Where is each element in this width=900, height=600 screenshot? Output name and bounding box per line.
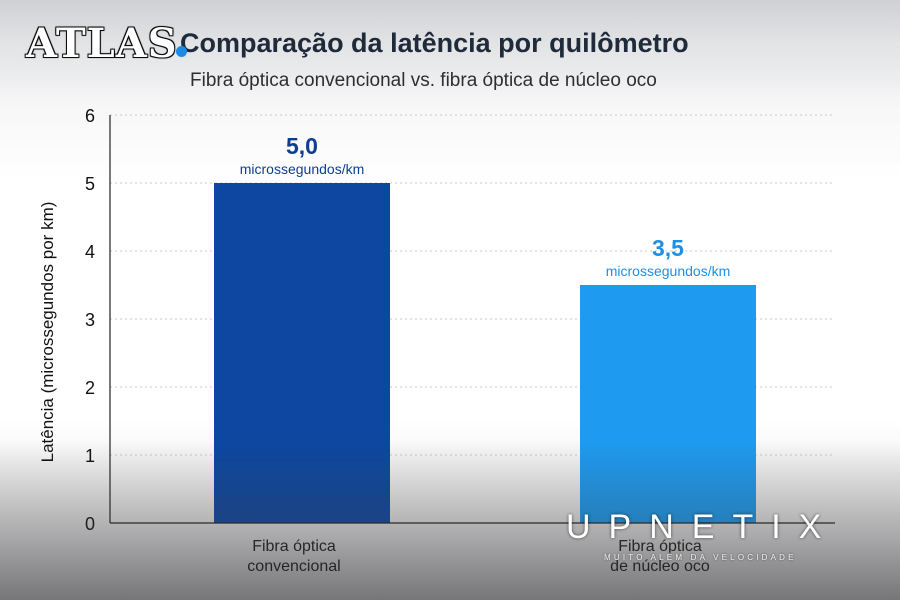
y-tick-label: 1 (85, 446, 95, 466)
chart-title: Comparação da latência por quilômetro (180, 28, 689, 58)
y-tick-label: 2 (85, 378, 95, 398)
data-label-unit: microssegundos/km (240, 161, 365, 177)
y-axis-label: Latência (microssegundos por km) (38, 202, 57, 463)
y-tick-label: 3 (85, 310, 95, 330)
data-label-value: 3,5 (652, 235, 684, 261)
bar (214, 183, 390, 523)
atlas-logo: ATLAS (26, 20, 178, 67)
data-label-unit: microssegundos/km (606, 263, 731, 279)
upnetix-tagline: MUITO ALÉM DA VELOCIDADE (604, 553, 797, 562)
upnetix-watermark: UPNETIX (566, 508, 840, 546)
header-band (0, 0, 900, 100)
y-tick-label: 6 (85, 106, 95, 126)
bar (580, 285, 756, 523)
y-tick-label: 5 (85, 174, 95, 194)
category-label: Fibra óptica (252, 538, 336, 555)
bars (214, 183, 756, 523)
category-label: convencional (247, 558, 340, 575)
data-label-value: 5,0 (286, 133, 318, 159)
data-labels: 5,0 microssegundos/km 3,5 microssegundos/km (240, 133, 731, 279)
logo-dot (176, 46, 187, 57)
y-tick-labels: 0 1 2 3 4 5 6 (85, 106, 95, 534)
y-tick-label: 4 (85, 242, 95, 262)
chart-subtitle: Fibra óptica convencional vs. fibra ópti… (190, 70, 657, 91)
y-tick-label: 0 (85, 514, 95, 534)
